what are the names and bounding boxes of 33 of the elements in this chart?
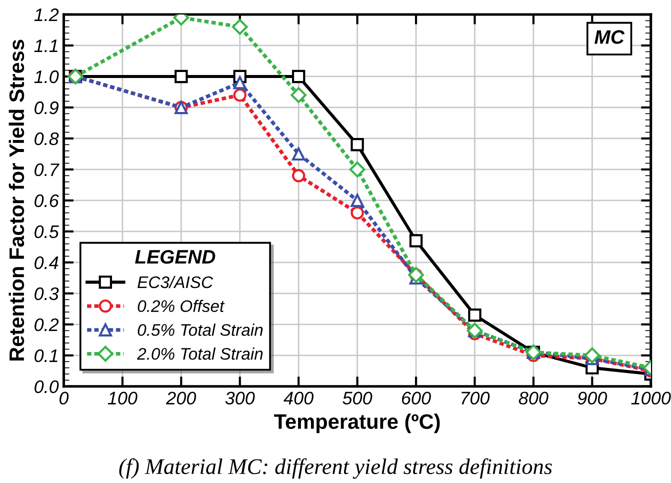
legend-label: 0.5% Total Strain	[138, 324, 263, 336]
y-tick-label: 0.1	[34, 349, 58, 362]
y-tick-label: 1.2	[34, 8, 59, 22]
x-axis-title: Temperature (ºC)	[274, 414, 440, 434]
x-tick-label: 600	[402, 392, 431, 405]
x-tick-label: 500	[342, 392, 372, 405]
x-tick-label: 800	[518, 392, 548, 405]
y-tick-label: 1.1	[34, 40, 58, 52]
y-tick-label: 1.0	[34, 70, 59, 84]
y-tick-label: 0.5	[34, 225, 59, 238]
y-tick-label: 0.0	[34, 380, 59, 394]
x-tick-label: 100	[108, 392, 138, 405]
y-tick-label: 0.4	[34, 256, 58, 270]
legend-label: 0.2% Offset	[138, 300, 225, 312]
x-tick-label: 0	[60, 392, 69, 405]
annotation: MC	[594, 30, 625, 44]
x-tick-label: 700	[462, 392, 490, 405]
x-tick-label: 1000	[631, 392, 671, 405]
x-tick-label: 900	[578, 392, 608, 405]
legend-label: EC3/AISC	[138, 276, 214, 288]
x-tick-label: 400	[284, 392, 314, 405]
legend-label: 2.0% Total Strain	[136, 348, 263, 360]
y-tick-label: 0.8	[34, 132, 59, 146]
legend-title: LEGEND	[135, 250, 216, 264]
text: (f) Material MC: different yield stress definitions	[119, 458, 552, 479]
y-tick-label: 0.9	[34, 101, 59, 114]
y-tick-label: 0.7	[34, 163, 60, 176]
y-tick-label: 0.6	[34, 194, 59, 208]
x-tick-label: 200	[166, 392, 196, 405]
x-tick-label: 300	[225, 392, 255, 405]
y-axis-title: Retention Factor for Yield Stress	[8, 40, 24, 361]
y-tick-label: 0.3	[34, 287, 59, 300]
y-tick-label: 0.2	[34, 318, 59, 332]
